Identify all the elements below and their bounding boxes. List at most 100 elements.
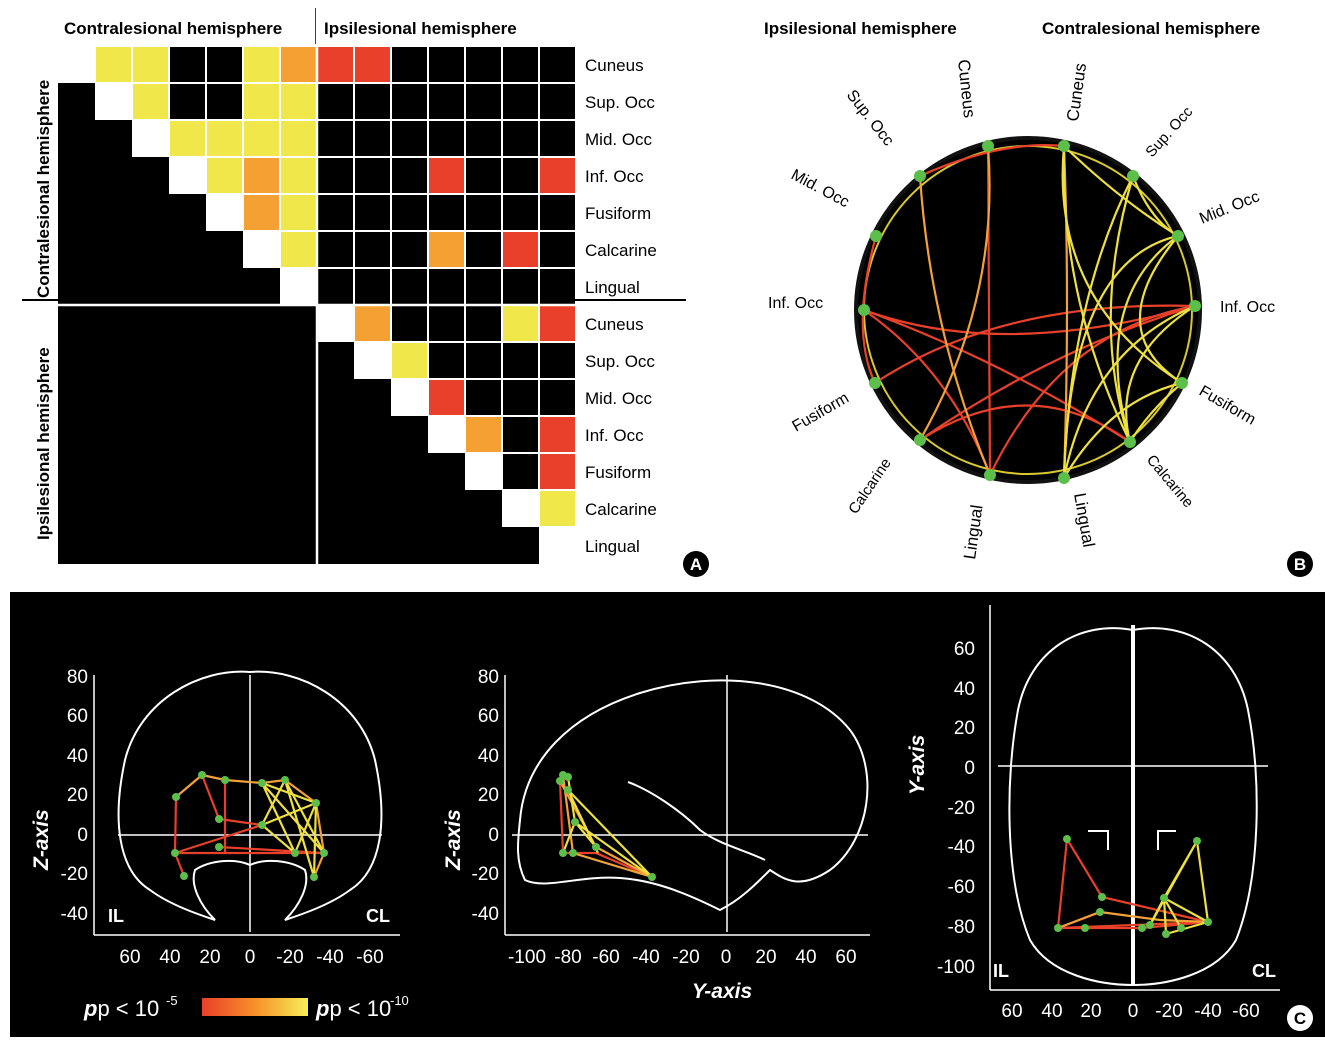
node	[1162, 930, 1170, 938]
b-right-label: Lingual	[1070, 491, 1098, 548]
il-tag: IL	[993, 961, 1009, 981]
tick: -60	[948, 877, 975, 898]
matrix-cell	[354, 231, 391, 268]
edge	[1057, 910, 1209, 930]
edge	[1062, 234, 1179, 479]
matrix-cell	[317, 231, 354, 268]
edge	[1129, 382, 1183, 443]
matrix-cell	[502, 83, 539, 120]
matrix-cell	[539, 83, 576, 120]
tick: -60	[356, 947, 383, 968]
matrix-cell	[243, 231, 280, 268]
node	[281, 776, 289, 784]
tick: 60	[835, 947, 856, 968]
tick: 0	[488, 825, 499, 846]
matrix-cell	[280, 120, 317, 157]
b-left-label: Cuneus	[954, 58, 979, 118]
edge	[174, 780, 325, 855]
p-value-legend: pp < 10 -5 pp < 10 -10	[83, 993, 409, 1021]
edge	[1061, 145, 1183, 384]
matrix-cell	[465, 194, 502, 231]
node	[320, 849, 328, 857]
matrix-row-label: Inf. Occ	[585, 426, 644, 445]
panel-b-header-ipsi: Ipsilesional hemisphere	[764, 19, 957, 38]
node	[1204, 918, 1212, 926]
matrix-cell	[539, 527, 576, 564]
edge	[1062, 145, 1069, 479]
axial-view: 60 40 20 0 -20 -40 -60 -80 -100 60 40 20…	[906, 605, 1280, 1022]
panel-a-header-contra: Contralesional hemisphere	[64, 19, 282, 38]
node	[559, 849, 567, 857]
matrix-cell	[243, 120, 280, 157]
matrix-cell	[317, 194, 354, 231]
matrix-cell	[317, 305, 354, 342]
matrix-cell	[280, 157, 317, 194]
edge	[919, 144, 1065, 178]
tick: -60	[592, 947, 619, 968]
axis-label: Y-axis	[692, 980, 752, 1003]
node	[1124, 436, 1136, 448]
matrix-cell	[317, 268, 354, 305]
b-left-label: Calcarine	[845, 455, 895, 517]
node	[180, 872, 188, 880]
edge	[200, 774, 263, 827]
matrix-cell	[280, 194, 317, 231]
node	[1138, 924, 1146, 932]
b-right-label: Mid. Occ	[1197, 188, 1262, 227]
matrix-cell	[354, 305, 391, 342]
matrix-cell	[539, 342, 576, 379]
tick: 40	[67, 746, 88, 767]
matrix-cell	[391, 268, 428, 305]
matrix-cell	[539, 268, 576, 305]
b-left-label: Fusiform	[790, 390, 852, 436]
node	[291, 849, 299, 857]
panel-c-badge	[1287, 1005, 1313, 1031]
ventricle-outline	[1088, 830, 1176, 850]
b-right-label: Fusiform	[1196, 383, 1258, 429]
matrix-cell	[243, 46, 280, 83]
edge	[1125, 305, 1196, 443]
node	[1054, 924, 1062, 932]
node	[564, 786, 572, 794]
matrix-cell	[317, 83, 354, 120]
edge	[919, 145, 991, 441]
matrix-cell	[391, 194, 428, 231]
node	[1193, 837, 1201, 845]
node	[1098, 893, 1106, 901]
node	[1160, 894, 1168, 902]
b-right-label: Inf. Occ	[1220, 299, 1275, 316]
matrix-cell	[502, 379, 539, 416]
matrix-cell	[502, 305, 539, 342]
node	[869, 377, 881, 389]
panel-a-side-ipsi: Ipsilesional hemisphere	[34, 347, 53, 540]
node	[1172, 230, 1184, 242]
tick: 80	[478, 667, 499, 688]
b-right-label: Sup. Occ	[1142, 103, 1196, 161]
node	[1063, 835, 1071, 843]
matrix-cell	[354, 342, 391, 379]
tick: 40	[954, 679, 975, 700]
node	[215, 815, 223, 823]
tick: -20	[472, 864, 499, 885]
tick: -40	[632, 947, 659, 968]
node	[1189, 300, 1201, 312]
tick: 20	[478, 785, 499, 806]
node	[1081, 924, 1089, 932]
tick: -20	[276, 947, 303, 968]
matrix-cell	[502, 46, 539, 83]
tick: -20	[1155, 1001, 1182, 1022]
matrix-cell	[428, 120, 465, 157]
legend-high: pp < 10	[315, 996, 391, 1021]
matrix-cell	[391, 231, 428, 268]
axis-label: Z-axis	[442, 809, 465, 871]
matrix-cell	[280, 268, 317, 305]
matrix-cell	[502, 490, 539, 527]
matrix-cell	[465, 120, 502, 157]
matrix-cell	[391, 157, 428, 194]
matrix-cell	[169, 83, 206, 120]
matrix-cell	[354, 83, 391, 120]
node	[1058, 140, 1070, 152]
matrix-cell	[539, 46, 576, 83]
matrix-row-label: Mid. Occ	[585, 389, 653, 408]
matrix-cell	[428, 342, 465, 379]
